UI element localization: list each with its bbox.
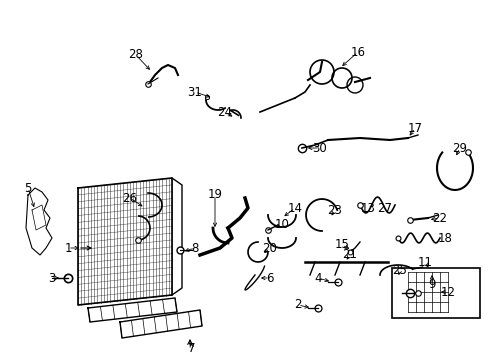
Text: 21: 21 — [342, 248, 357, 261]
Bar — [391, 268, 479, 318]
Text: 20: 20 — [262, 242, 277, 255]
Text: 24: 24 — [217, 105, 232, 118]
Text: 14: 14 — [287, 202, 302, 215]
Text: 5: 5 — [24, 181, 32, 194]
Text: 17: 17 — [407, 122, 422, 135]
Text: 16: 16 — [350, 45, 365, 58]
Text: 18: 18 — [437, 231, 451, 244]
Text: 6: 6 — [265, 271, 273, 284]
Text: 28: 28 — [128, 49, 143, 62]
Text: 3: 3 — [48, 271, 56, 284]
Text: 11: 11 — [417, 256, 431, 269]
Text: 23: 23 — [327, 203, 342, 216]
Text: 27: 27 — [377, 202, 392, 215]
Text: 10: 10 — [274, 219, 289, 231]
Text: 4: 4 — [314, 271, 321, 284]
Text: 2: 2 — [294, 298, 301, 311]
Text: 25: 25 — [392, 264, 407, 276]
Text: 12: 12 — [440, 285, 454, 298]
Text: 8: 8 — [191, 242, 198, 255]
Text: 1: 1 — [64, 242, 72, 255]
Text: 19: 19 — [207, 189, 222, 202]
Text: 26: 26 — [122, 192, 137, 204]
Text: 9: 9 — [427, 279, 435, 292]
Text: 7: 7 — [188, 342, 195, 355]
Text: 15: 15 — [334, 238, 349, 252]
Text: 29: 29 — [451, 141, 467, 154]
Text: 30: 30 — [312, 141, 326, 154]
Text: 31: 31 — [187, 85, 202, 99]
Text: 22: 22 — [431, 211, 447, 225]
Text: 13: 13 — [360, 202, 375, 215]
